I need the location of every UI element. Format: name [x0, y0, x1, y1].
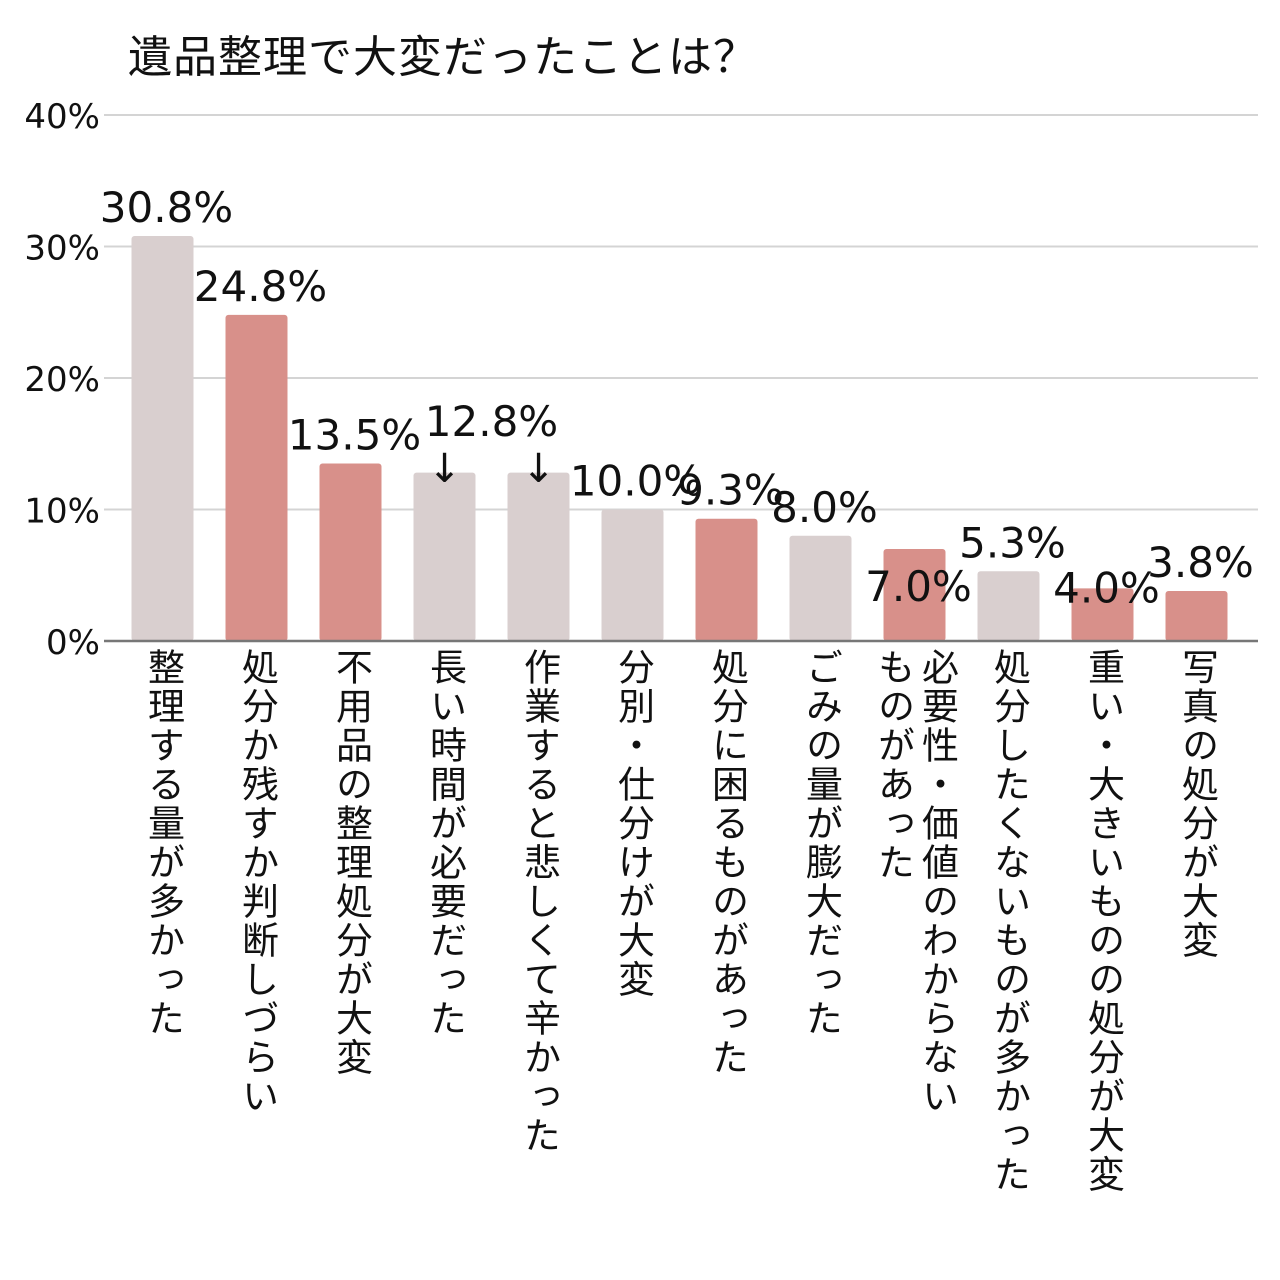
- category-label: 写真の処分が大変: [1175, 648, 1219, 960]
- value-label: 5.3%: [959, 518, 1066, 567]
- category-label: 処分か残すか判断しづらい: [235, 648, 279, 1116]
- down-arrow-icon: ↓: [522, 446, 556, 492]
- value-label: 13.5%: [288, 410, 421, 459]
- category-label: 整理する量が多かった: [141, 648, 185, 1038]
- bar: [883, 548, 946, 641]
- value-label: 8.0%: [771, 483, 878, 532]
- bar: [225, 314, 288, 641]
- value-label: 12.8%: [425, 397, 558, 446]
- y-tick-label: 20%: [24, 360, 100, 400]
- category-label: 処分に困るものがあった: [705, 648, 749, 1077]
- bar: [319, 463, 382, 641]
- value-label: 4.0%: [1053, 563, 1160, 612]
- y-tick-label: 0%: [46, 623, 100, 663]
- value-label: 24.8%: [194, 262, 327, 311]
- value-label: 7.0%: [865, 562, 972, 611]
- category-label: 必要性・価値のわからない ものがあった: [871, 648, 959, 1116]
- category-label: 長い時間が必要だった: [423, 648, 467, 1038]
- chart-title: 遺品整理で大変だったことは？: [128, 32, 758, 83]
- bar: [413, 472, 476, 641]
- y-tick-label: 40%: [24, 97, 100, 137]
- y-tick-label: 30%: [24, 229, 100, 269]
- category-label: 作業すると悲しくて辛かった: [517, 648, 561, 1155]
- bar: [507, 472, 570, 641]
- category-label: 重い・大きいものの処分が大変: [1081, 648, 1125, 1194]
- bar: [131, 235, 194, 642]
- category-label: 不用品の整理処分が大変: [329, 648, 373, 1077]
- value-label: 10.0%: [570, 457, 703, 506]
- down-arrow-icon: ↓: [428, 446, 462, 492]
- bar: [601, 509, 664, 641]
- bar: [1071, 588, 1134, 641]
- category-label: ごみの量が膨大だった: [799, 648, 843, 1038]
- bar: [977, 571, 1040, 641]
- value-label: 9.3%: [677, 466, 784, 515]
- category-label: 分別・仕分けが大変: [611, 648, 655, 999]
- bar: [695, 518, 758, 641]
- bar: [1165, 591, 1228, 641]
- value-label: 30.8%: [100, 183, 233, 232]
- category-label: 処分したくないものが多かった: [987, 648, 1031, 1194]
- value-label: 3.8%: [1147, 538, 1254, 587]
- bar: [789, 535, 852, 641]
- y-tick-label: 10%: [24, 492, 100, 532]
